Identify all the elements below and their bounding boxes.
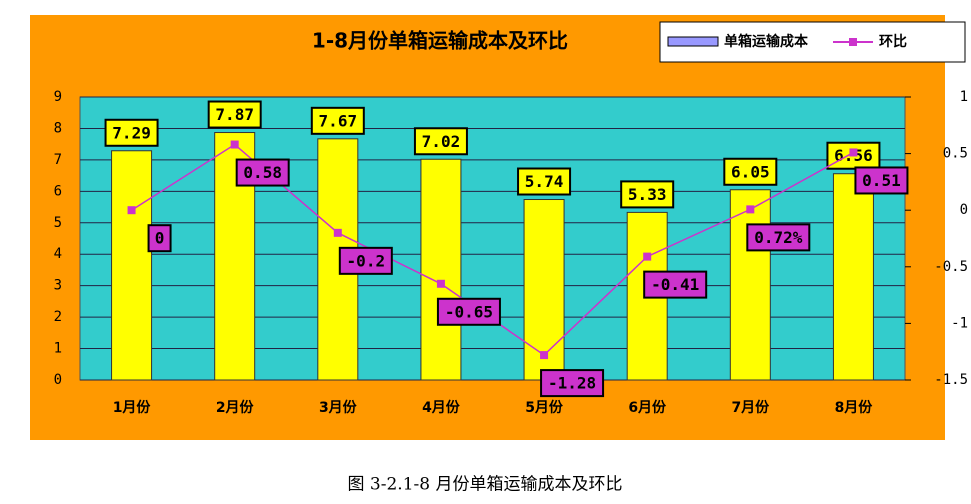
data-label-box	[235, 158, 290, 187]
legend-swatch	[849, 38, 857, 46]
data-label: -1.28	[548, 374, 596, 393]
y-tick-label: 7	[54, 152, 62, 168]
data-label: 7.87	[215, 105, 254, 124]
data-label: 7.29	[112, 123, 151, 142]
data-label-box	[746, 223, 811, 252]
data-label: 0.58	[243, 163, 282, 182]
x-tick-label: 1月份	[113, 399, 152, 416]
data-label-box	[723, 157, 778, 186]
x-tick-label: 7月份	[731, 399, 770, 416]
data-label-box	[207, 100, 262, 129]
x-tick-label: 2月份	[216, 399, 255, 416]
legend-label: 环比	[879, 33, 907, 50]
line-marker	[540, 351, 549, 360]
line-marker	[230, 140, 239, 149]
data-label: -0.65	[445, 302, 493, 321]
chart-title: 1-8月份单箱运输成本及环比	[312, 29, 568, 53]
y-tick-label: 0	[54, 372, 62, 388]
data-label-box	[517, 167, 572, 196]
x-tick-label: 3月份	[319, 399, 358, 416]
y-tick-label: 8	[54, 120, 62, 136]
line-marker	[746, 205, 755, 214]
y-tick-label: 4	[54, 246, 62, 262]
data-label-box	[643, 270, 708, 299]
data-label-box	[436, 297, 501, 326]
data-label-box	[338, 246, 393, 275]
data-label: 0.51	[862, 171, 901, 190]
data-label-box	[104, 118, 159, 147]
line-marker	[127, 206, 136, 215]
data-label: 5.74	[525, 172, 564, 191]
y-tick-label: 6	[54, 183, 62, 199]
bar	[420, 158, 462, 381]
data-label: 7.67	[319, 111, 358, 130]
data-label: 0.72%	[754, 228, 803, 247]
data-label-box	[147, 224, 172, 253]
x-tick-label: 4月份	[422, 399, 461, 416]
bar	[523, 199, 565, 381]
line-marker	[436, 279, 445, 288]
data-label-box	[310, 106, 365, 135]
data-label-box	[854, 166, 909, 195]
y-tick-label: 3	[54, 278, 62, 294]
line-marker	[643, 252, 652, 261]
y2-tick-label: -1	[951, 315, 968, 331]
y-tick-label: 1	[54, 341, 62, 357]
data-label-box	[413, 127, 468, 156]
data-label: 0	[155, 229, 165, 248]
y2-tick-label: 1	[960, 89, 968, 105]
y2-tick-label: 0	[960, 202, 968, 218]
data-label: 5.33	[628, 185, 667, 204]
y2-tick-label: -1.5	[934, 372, 968, 388]
x-tick-label: 5月份	[525, 399, 564, 416]
data-label: 6.05	[731, 162, 770, 181]
legend-label: 单箱运输成本	[724, 33, 809, 50]
y-tick-label: 2	[54, 309, 62, 325]
y2-tick-label: 0.5	[943, 146, 968, 162]
bar	[111, 150, 153, 381]
line-marker	[333, 228, 342, 237]
data-label: -0.41	[651, 275, 699, 294]
x-tick-label: 6月份	[628, 399, 667, 416]
bar	[729, 189, 771, 381]
data-label-box	[620, 180, 675, 209]
bar	[832, 173, 874, 381]
data-label: 7.02	[422, 132, 461, 151]
data-label: -0.2	[347, 251, 386, 270]
y-tick-label: 5	[54, 215, 62, 231]
line-marker	[849, 148, 858, 157]
x-tick-label: 8月份	[835, 399, 874, 416]
caption: 图 3-2.1-8 月份单箱运输成本及环比	[348, 475, 623, 495]
y2-tick-label: -0.5	[934, 259, 968, 275]
legend-swatch	[667, 36, 719, 47]
data-label-box	[540, 369, 605, 398]
y-tick-label: 9	[54, 89, 62, 105]
